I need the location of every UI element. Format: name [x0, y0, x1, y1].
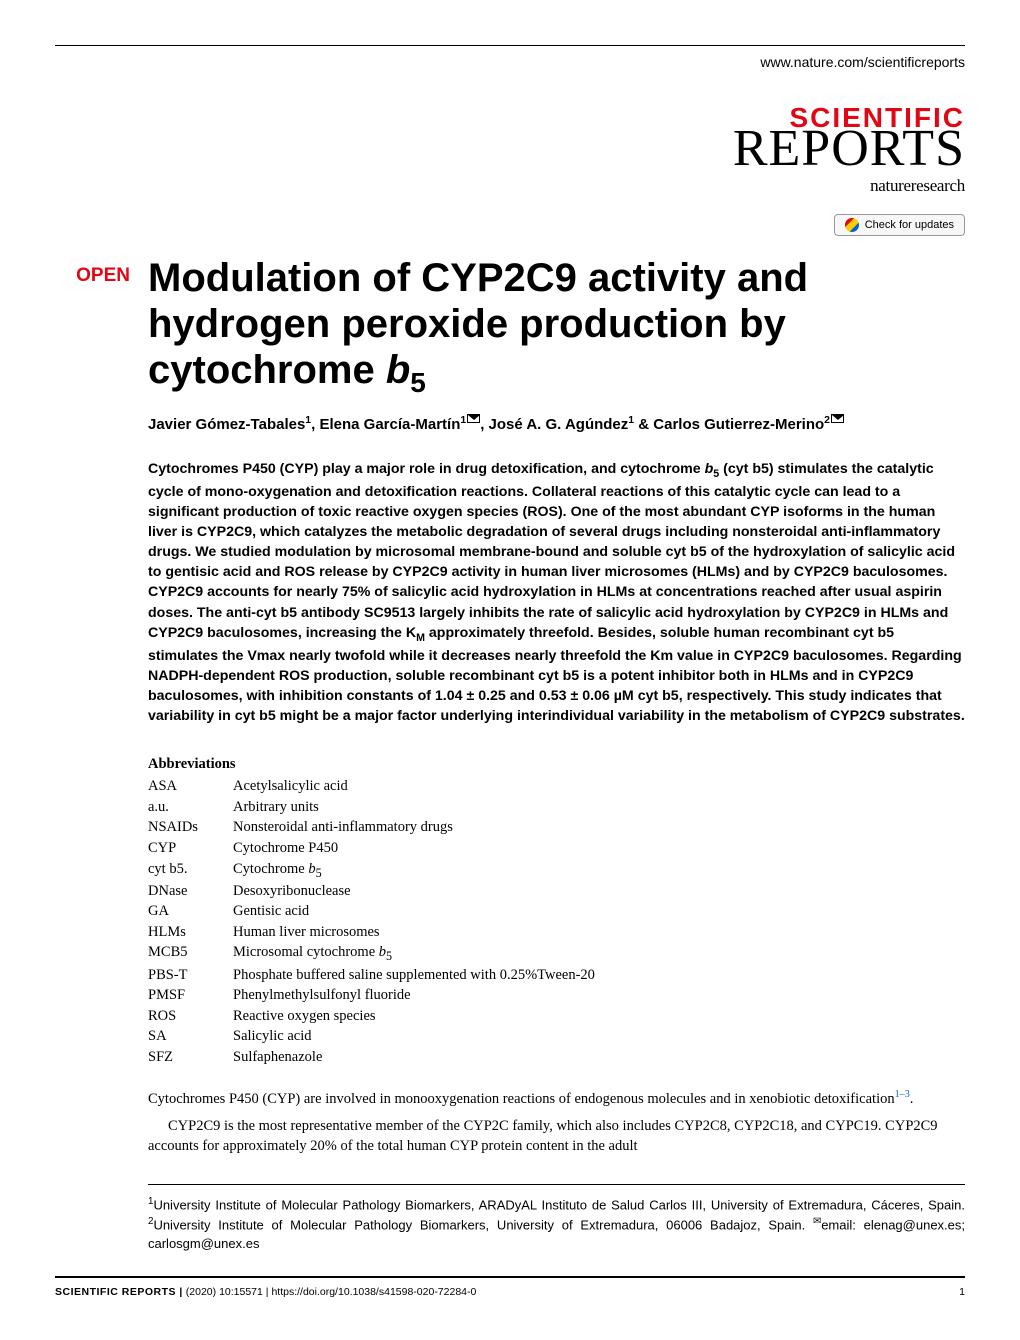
abbrev-value: Microsomal cytochrome b5: [233, 943, 595, 965]
abbrev-key: CYP: [148, 839, 233, 860]
abbrev-value: Salicylic acid: [233, 1027, 595, 1048]
abbrev-row: ROSReactive oxygen species: [148, 1007, 595, 1028]
body-para-2: CYP2C9 is the most representative member…: [148, 1116, 965, 1157]
abbrev-value: Gentisic acid: [233, 902, 595, 923]
abbrev-row: SFZSulfaphenazole: [148, 1048, 595, 1069]
abbrev-value: Acetylsalicylic acid: [233, 777, 595, 798]
abbrev-key: HLMs: [148, 923, 233, 944]
article-title: Modulation of CYP2C9 activity and hydrog…: [148, 255, 965, 399]
abbrev-row: a.u.Arbitrary units: [148, 798, 595, 819]
abbrev-value: Desoxyribonuclease: [233, 882, 595, 903]
check-updates-wrap: Check for updates: [55, 214, 965, 237]
abbrev-key: ROS: [148, 1007, 233, 1028]
abbrev-value: Cytochrome b5: [233, 860, 595, 882]
abbrev-key: PBS-T: [148, 966, 233, 987]
abstract: Cytochromes P450 (CYP) play a major role…: [148, 459, 965, 727]
body-para-1: Cytochromes P450 (CYP) are involved in m…: [148, 1088, 965, 1109]
abbrev-value: Sulfaphenazole: [233, 1048, 595, 1069]
page: www.nature.com/scientificreports SCIENTI…: [0, 0, 1020, 1340]
abbrev-row: PBS-TPhosphate buffered saline supplemen…: [148, 966, 595, 987]
abbrev-heading: Abbreviations: [148, 756, 965, 773]
top-rule: [55, 45, 965, 46]
check-updates-label: Check for updates: [865, 219, 954, 231]
affil-rule: [148, 1184, 965, 1185]
footer: SCIENTIFIC REPORTS | (2020) 10:15571 | h…: [55, 1278, 965, 1306]
main-column: Modulation of CYP2C9 activity and hydrog…: [148, 255, 965, 1254]
abbrev-value: Phenylmethylsulfonyl fluoride: [233, 986, 595, 1007]
abbrev-key: MCB5: [148, 943, 233, 965]
abbrev-row: ASAAcetylsalicylic acid: [148, 777, 595, 798]
affiliations: 1University Institute of Molecular Patho…: [148, 1195, 965, 1254]
abbrev-row: PMSFPhenylmethylsulfonyl fluoride: [148, 986, 595, 1007]
abbrev-key: SFZ: [148, 1048, 233, 1069]
abbrev-value: Phosphate buffered saline supplemented w…: [233, 966, 595, 987]
abbrev-value: Arbitrary units: [233, 798, 595, 819]
abbrev-row: NSAIDsNonsteroidal anti-inflammatory dru…: [148, 818, 595, 839]
footer-left: SCIENTIFIC REPORTS | (2020) 10:15571 | h…: [55, 1286, 476, 1298]
abbrev-row: CYPCytochrome P450: [148, 839, 595, 860]
abbrev-key: GA: [148, 902, 233, 923]
abbrev-row: HLMsHuman liver microsomes: [148, 923, 595, 944]
abbrev-table: ASAAcetylsalicylic acida.u.Arbitrary uni…: [148, 777, 595, 1068]
abbrev-value: Nonsteroidal anti-inflammatory drugs: [233, 818, 595, 839]
abbrev-key: a.u.: [148, 798, 233, 819]
journal-url[interactable]: www.nature.com/scientificreports: [55, 54, 965, 70]
open-column: OPEN: [55, 255, 130, 1254]
content-row: OPEN Modulation of CYP2C9 activity and h…: [55, 255, 965, 1254]
logo-line2: REPORTS: [55, 126, 965, 173]
journal-logo: SCIENTIFIC REPORTS natureresearch Check …: [55, 105, 965, 237]
abbrev-key: SA: [148, 1027, 233, 1048]
abbrev-key: cyt b5.: [148, 860, 233, 882]
open-access-label: OPEN: [55, 255, 130, 287]
authors: Javier Gómez-Tabales1, Elena García-Mart…: [148, 413, 965, 437]
abbrev-row: MCB5Microsomal cytochrome b5: [148, 943, 595, 965]
abbrev-row: DNaseDesoxyribonuclease: [148, 882, 595, 903]
page-number: 1: [959, 1286, 965, 1298]
check-updates-button[interactable]: Check for updates: [834, 214, 965, 236]
abbrev-value: Human liver microsomes: [233, 923, 595, 944]
abbrev-row: cyt b5.Cytochrome b5: [148, 860, 595, 882]
abbrev-key: ASA: [148, 777, 233, 798]
logo-subtitle: natureresearch: [55, 176, 965, 196]
crossmark-icon: [845, 218, 859, 232]
abbrev-row: SASalicylic acid: [148, 1027, 595, 1048]
abbrev-value: Cytochrome P450: [233, 839, 595, 860]
abbrev-key: PMSF: [148, 986, 233, 1007]
abbrev-key: NSAIDs: [148, 818, 233, 839]
abbrev-key: DNase: [148, 882, 233, 903]
abbrev-row: GAGentisic acid: [148, 902, 595, 923]
abbrev-value: Reactive oxygen species: [233, 1007, 595, 1028]
